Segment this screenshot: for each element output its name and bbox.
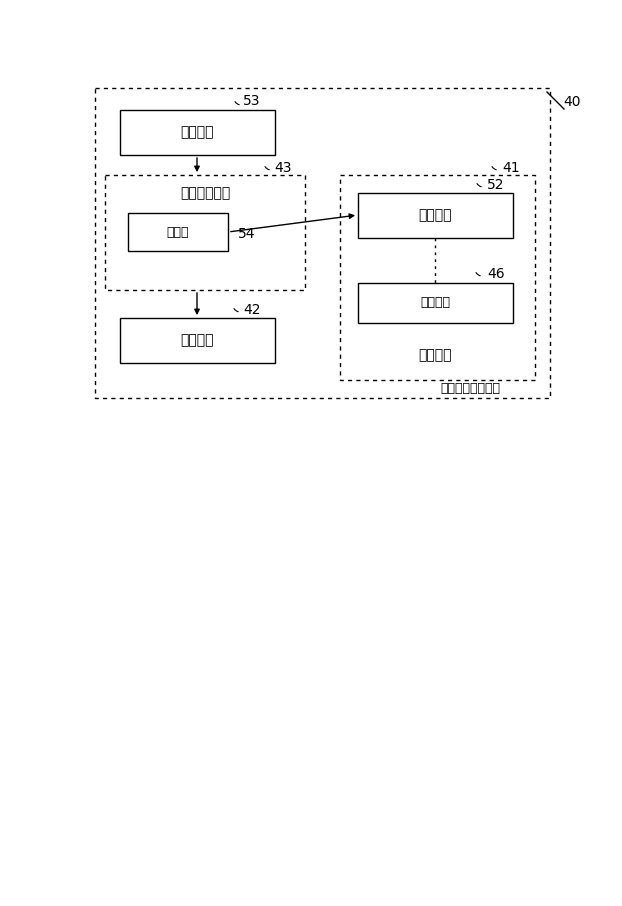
Text: 46: 46 [487, 267, 505, 281]
Bar [95, 88, 550, 398]
Text: 駅動装置: 駅動装置 [419, 208, 452, 223]
Text: 押圧部材: 押圧部材 [420, 296, 450, 310]
Bar [120, 110, 275, 155]
Text: 52: 52 [487, 178, 504, 192]
Text: 加圧装置: 加圧装置 [181, 333, 214, 348]
Text: 操作装置: 操作装置 [181, 126, 214, 140]
Text: 54: 54 [238, 227, 256, 241]
Text: 43: 43 [274, 161, 292, 175]
Text: 42: 42 [243, 303, 261, 317]
Bar [340, 175, 535, 380]
Bar [128, 213, 228, 251]
Text: 記憶器: 記憶器 [167, 226, 189, 238]
Bar [358, 283, 513, 323]
Text: 53: 53 [243, 94, 261, 108]
Text: コントローラ: コントローラ [180, 186, 230, 200]
Text: 41: 41 [502, 161, 520, 175]
Text: 押圧装置: 押圧装置 [418, 348, 452, 362]
Bar [120, 318, 275, 363]
Text: 40: 40 [564, 95, 581, 109]
Bar [358, 193, 513, 238]
Text: ステント取付装置: ステント取付装置 [440, 381, 500, 394]
Bar [105, 175, 305, 290]
